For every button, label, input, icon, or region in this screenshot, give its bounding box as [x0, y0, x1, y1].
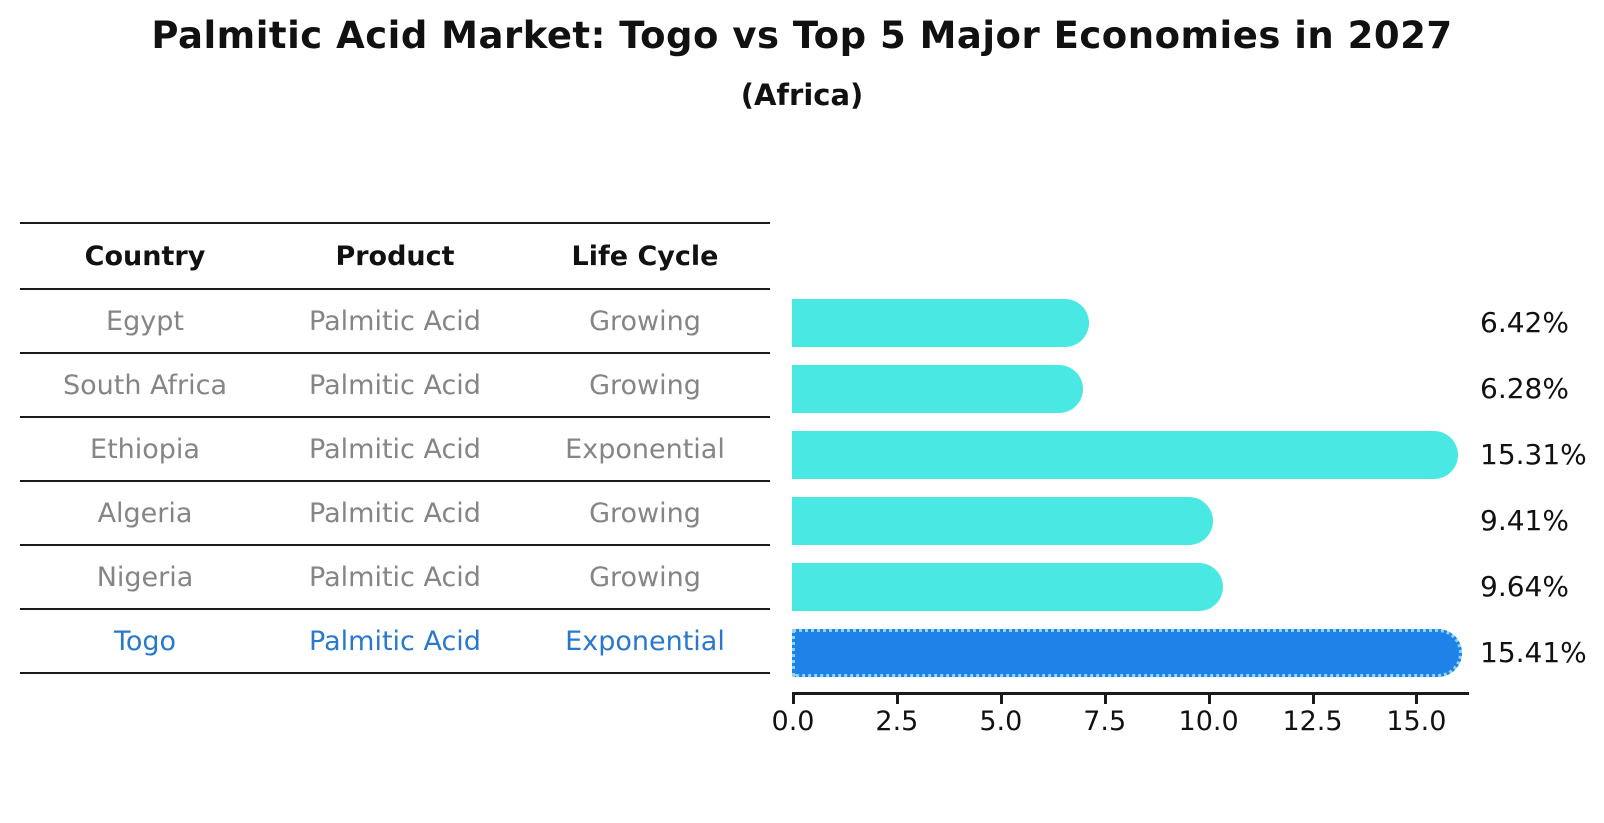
- x-axis-tick: [1311, 694, 1315, 704]
- bar-value-label: 9.64%: [1480, 570, 1569, 603]
- column-header-country: Country: [84, 240, 206, 272]
- cell-life-cycle: Growing: [589, 497, 701, 529]
- bar-egypt: [792, 299, 1089, 347]
- table-row-nigeria: Nigeria Palmitic Acid Growing: [20, 546, 770, 610]
- x-axis-tick-label: 15.0: [1386, 706, 1447, 737]
- table-row-egypt: Egypt Palmitic Acid Growing: [20, 290, 770, 354]
- x-axis-tick-label: 2.5: [875, 706, 919, 737]
- cell-life-cycle: Growing: [589, 305, 701, 337]
- cell-product: Palmitic Acid: [309, 561, 481, 593]
- bar-ethiopia: [792, 431, 1459, 479]
- cell-life-cycle: Exponential: [565, 625, 725, 657]
- chart-title: Palmitic Acid Market: Togo vs Top 5 Majo…: [151, 14, 1453, 57]
- cell-product: Palmitic Acid: [309, 433, 481, 465]
- column-header-product: Product: [335, 240, 455, 272]
- x-axis-tick: [1207, 694, 1211, 704]
- table-row-south-africa: South Africa Palmitic Acid Growing: [20, 354, 770, 418]
- comparison-table: Country Product Life Cycle Egypt Palmitic A…: [20, 222, 770, 674]
- cell-country: Nigeria: [96, 561, 194, 593]
- x-axis-tick-label: 10.0: [1178, 706, 1239, 737]
- table-row-ethiopia: Ethiopia Palmitic Acid Exponential: [20, 418, 770, 482]
- x-axis-tick: [792, 694, 795, 704]
- cell-product: Palmitic Acid: [309, 625, 481, 657]
- cell-life-cycle: Growing: [589, 561, 701, 593]
- table-header-row: Country Product Life Cycle: [20, 224, 770, 290]
- bar-value-label: 6.42%: [1480, 306, 1569, 339]
- cell-country: Ethiopia: [90, 433, 200, 465]
- cell-country: Togo: [113, 625, 177, 657]
- cell-life-cycle: Exponential: [565, 433, 725, 465]
- x-axis-tick-label: 0.0: [771, 706, 815, 737]
- bar-south-africa: [792, 365, 1083, 413]
- x-axis-tick-label: 12.5: [1282, 706, 1343, 737]
- cell-country: South Africa: [62, 369, 228, 401]
- x-axis-tick-label: 7.5: [1083, 706, 1127, 737]
- table-row-togo: Togo Palmitic Acid Exponential: [20, 610, 770, 674]
- table-row-algeria: Algeria Palmitic Acid Growing: [20, 482, 770, 546]
- bar-nigeria: [792, 563, 1223, 611]
- cell-product: Palmitic Acid: [309, 497, 481, 529]
- cell-country: Algeria: [97, 497, 193, 529]
- bar-value-label: 6.28%: [1480, 372, 1569, 405]
- cell-life-cycle: Growing: [589, 369, 701, 401]
- x-axis-tick: [999, 694, 1003, 704]
- cell-product: Palmitic Acid: [309, 305, 481, 337]
- x-axis-tick: [895, 694, 899, 704]
- chart-subtitle: (Africa): [740, 78, 864, 112]
- x-axis-tick-label: 5.0: [979, 706, 1023, 737]
- bar-algeria: [792, 497, 1214, 545]
- x-axis-line: [792, 692, 1469, 695]
- bar-value-label: 15.31%: [1480, 438, 1587, 471]
- bar-value-label: 15.41%: [1480, 636, 1587, 669]
- x-axis-tick: [1103, 694, 1107, 704]
- bar-value-label: 9.41%: [1480, 504, 1569, 537]
- table-body: Egypt Palmitic Acid Growing South Africa Pal…: [20, 290, 770, 674]
- column-header-life-cycle: Life Cycle: [571, 240, 719, 272]
- cell-product: Palmitic Acid: [309, 369, 481, 401]
- bar-togo: [792, 629, 1463, 677]
- cell-country: Egypt: [106, 305, 184, 337]
- x-axis-tick: [1415, 694, 1419, 704]
